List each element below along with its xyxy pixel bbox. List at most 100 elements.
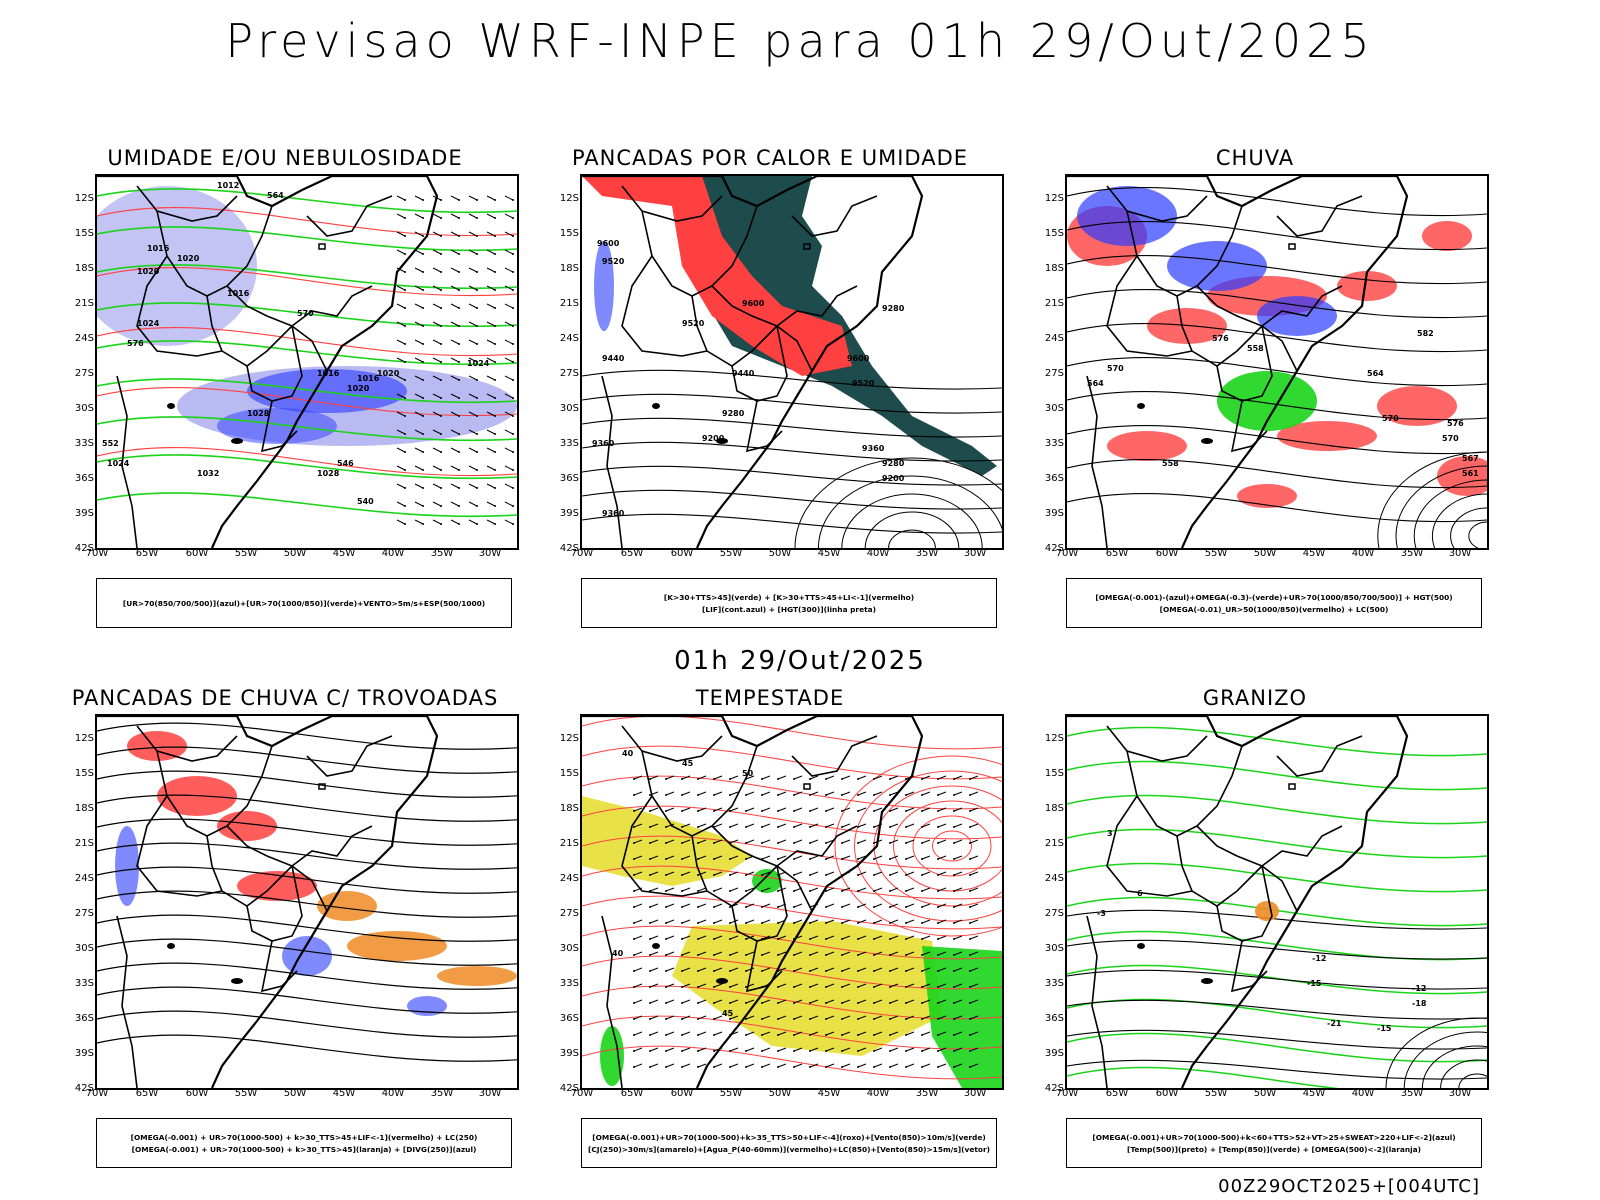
contour-label: 1020	[347, 384, 370, 393]
wind-vector	[468, 393, 478, 399]
wind-vector	[905, 935, 915, 940]
wind-vector	[921, 1050, 923, 1052]
wind-vector	[432, 501, 442, 507]
longitude-label: 70W	[85, 1088, 109, 1099]
wind-vector	[665, 954, 667, 956]
longitude-label: 50W	[768, 548, 792, 559]
wind-vector	[857, 1047, 867, 1052]
wind-vector	[921, 906, 923, 908]
wind-vector	[921, 999, 931, 1004]
wind-vector	[921, 1018, 923, 1020]
wind-vector	[649, 823, 659, 828]
wind-vector	[404, 379, 406, 381]
run-footer: 00Z29OCT2025+[004UTC]	[1218, 1176, 1480, 1197]
contour-label: 40	[622, 749, 634, 758]
wind-vector	[713, 810, 715, 812]
wind-vector	[665, 938, 667, 940]
contour-label: 1012	[217, 181, 239, 190]
wind-vector	[889, 823, 899, 828]
wind-vector	[953, 791, 963, 796]
country-border	[621, 255, 708, 357]
wind-vector	[649, 983, 659, 988]
wind-vector	[396, 465, 406, 471]
wind-vector	[697, 1018, 699, 1020]
wind-vector	[905, 810, 907, 812]
wind-vector	[504, 429, 514, 435]
wind-vector	[681, 810, 683, 812]
wind-vector	[825, 791, 835, 796]
map-frame: -12 -15 -12 -18 -15 -21 -3 3 6	[1065, 714, 1489, 1090]
wind-vector	[777, 842, 779, 844]
wind-vector	[681, 906, 683, 908]
wind-vector	[873, 1018, 875, 1020]
wind-vector	[404, 469, 406, 471]
wind-vector	[873, 970, 875, 972]
lake-marker	[231, 438, 243, 444]
streamline	[97, 842, 517, 870]
temperature-500-contour	[1067, 939, 1487, 960]
country-border	[1261, 325, 1298, 372]
wind-vector	[396, 285, 406, 291]
country-border	[116, 915, 138, 1088]
wind-vector	[633, 794, 635, 796]
country-border	[291, 325, 328, 372]
wind-vector	[422, 325, 424, 327]
height-contour	[582, 489, 1002, 510]
latitude-label: 18S	[1044, 803, 1064, 814]
wind-vector	[857, 1034, 859, 1036]
latitude-label: 27S	[1044, 368, 1064, 379]
wind-vector	[905, 999, 915, 1004]
legend-line: [OMEGA(-0.01)_UR>50(1000/850)(vermelho) …	[1159, 604, 1389, 614]
wind-vector	[889, 839, 899, 844]
wind-vector	[649, 1034, 651, 1036]
panel-title: CHUVA	[1215, 146, 1295, 170]
latitude-label: 33S	[559, 438, 579, 449]
country-border	[156, 745, 273, 837]
legend-line: [OMEGA(-0.001) + UR>70(1000-500) + k>30_…	[130, 1132, 478, 1142]
wind-area	[922, 946, 1002, 1088]
wind-vector	[937, 922, 939, 924]
wind-vector	[404, 253, 406, 255]
lake-marker	[1288, 243, 1296, 250]
wind-vector	[729, 967, 739, 972]
wind-vector	[921, 807, 931, 812]
wind-vector	[777, 778, 779, 780]
wind-vector	[633, 938, 635, 940]
wind-vector	[953, 887, 963, 892]
wind-vector	[777, 951, 787, 956]
wind-vector	[793, 775, 803, 780]
wind-vector	[889, 778, 891, 780]
wind-vector	[414, 465, 424, 471]
wind-vector	[953, 986, 955, 988]
wind-vector	[450, 231, 460, 237]
latitude-label: 21S	[1044, 838, 1064, 849]
wind-vector	[404, 343, 406, 345]
contour-label: 40	[612, 949, 624, 958]
wind-vector	[777, 1050, 779, 1052]
wind-vector	[825, 1047, 835, 1052]
country-border	[306, 195, 393, 237]
wind-vector	[432, 321, 442, 327]
wind-vector	[905, 871, 915, 876]
wind-vector	[809, 935, 819, 940]
longitude-label: 65W	[135, 548, 159, 559]
contour-label: 50	[742, 769, 754, 778]
height-contour	[582, 417, 1002, 438]
wind-vector	[468, 213, 478, 219]
wind-vector	[458, 433, 460, 435]
wind-vector	[633, 1066, 635, 1068]
wind-vector	[512, 397, 514, 399]
streamline	[97, 890, 517, 918]
wind-vector	[476, 271, 478, 273]
wind-vector	[953, 839, 963, 844]
wind-vector	[777, 935, 787, 940]
wind-vector	[825, 874, 827, 876]
country-border	[1216, 865, 1273, 942]
wind-vector	[761, 871, 771, 876]
wind-vector	[745, 1063, 755, 1068]
contour-label: 1016	[227, 289, 250, 298]
wind-vector	[921, 967, 931, 972]
wind-vector	[512, 523, 514, 525]
wind-vector	[889, 810, 891, 812]
wind-vector	[396, 429, 406, 435]
